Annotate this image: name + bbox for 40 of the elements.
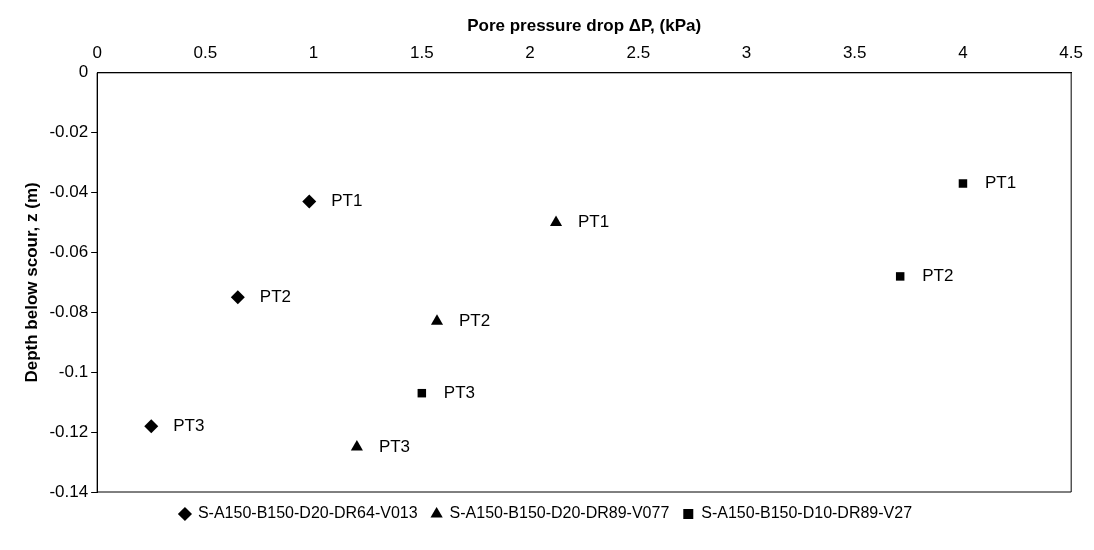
y-tick-label: -0.04 xyxy=(49,182,89,202)
y-tick-label: 0 xyxy=(78,62,89,82)
x-tick-label: 3 xyxy=(741,43,752,63)
y-tick-label: -0.14 xyxy=(49,481,89,501)
x-tick-label: 2 xyxy=(525,43,535,63)
x-tick-label: 4 xyxy=(958,43,968,63)
y-tick-label: -0.08 xyxy=(49,302,89,322)
annotation: PT1 xyxy=(984,173,1017,193)
point xyxy=(302,194,317,209)
annotation: PT2 xyxy=(458,311,491,331)
legend-label: S-A150-B150-D10-DR89-V27 xyxy=(701,504,913,522)
y-tick-label: -0.06 xyxy=(49,242,89,262)
point xyxy=(430,314,444,325)
y-axis-title: Depth below scour, z (m) xyxy=(21,182,41,383)
y-tick-label: -0.02 xyxy=(49,122,89,142)
annotation: PT3 xyxy=(173,415,205,435)
point xyxy=(350,440,363,451)
x-tick-label: 0 xyxy=(92,43,102,63)
x-axis-title: Pore pressure drop ΔP, (kPa) xyxy=(467,15,702,35)
x-tick-label: 3.5 xyxy=(842,43,867,63)
x-tick-label: 1 xyxy=(308,43,319,63)
point xyxy=(144,419,159,434)
annotation: PT1 xyxy=(331,191,363,211)
legend-label: S-A150-B150-D20-DR64-V013 xyxy=(197,504,418,522)
x-tick-label: 2.5 xyxy=(626,43,651,63)
y-tick-label: -0.1 xyxy=(58,361,89,381)
x-tick-label: 0.5 xyxy=(193,43,218,63)
point xyxy=(958,179,968,188)
point xyxy=(895,272,905,281)
x-tick-label: 4.5 xyxy=(1059,43,1083,63)
y-tick-label: -0.12 xyxy=(49,421,89,441)
annotation: PT2 xyxy=(922,266,954,286)
x-tick-label: 1.5 xyxy=(410,43,434,63)
point xyxy=(230,290,245,305)
annotation: PT1 xyxy=(578,212,610,232)
legend-label: S-A150-B150-D20-DR89-V077 xyxy=(449,504,670,522)
annotation: PT3 xyxy=(443,382,476,402)
annotation: PT3 xyxy=(378,436,411,456)
point xyxy=(549,215,563,227)
annotation: PT2 xyxy=(259,287,292,307)
